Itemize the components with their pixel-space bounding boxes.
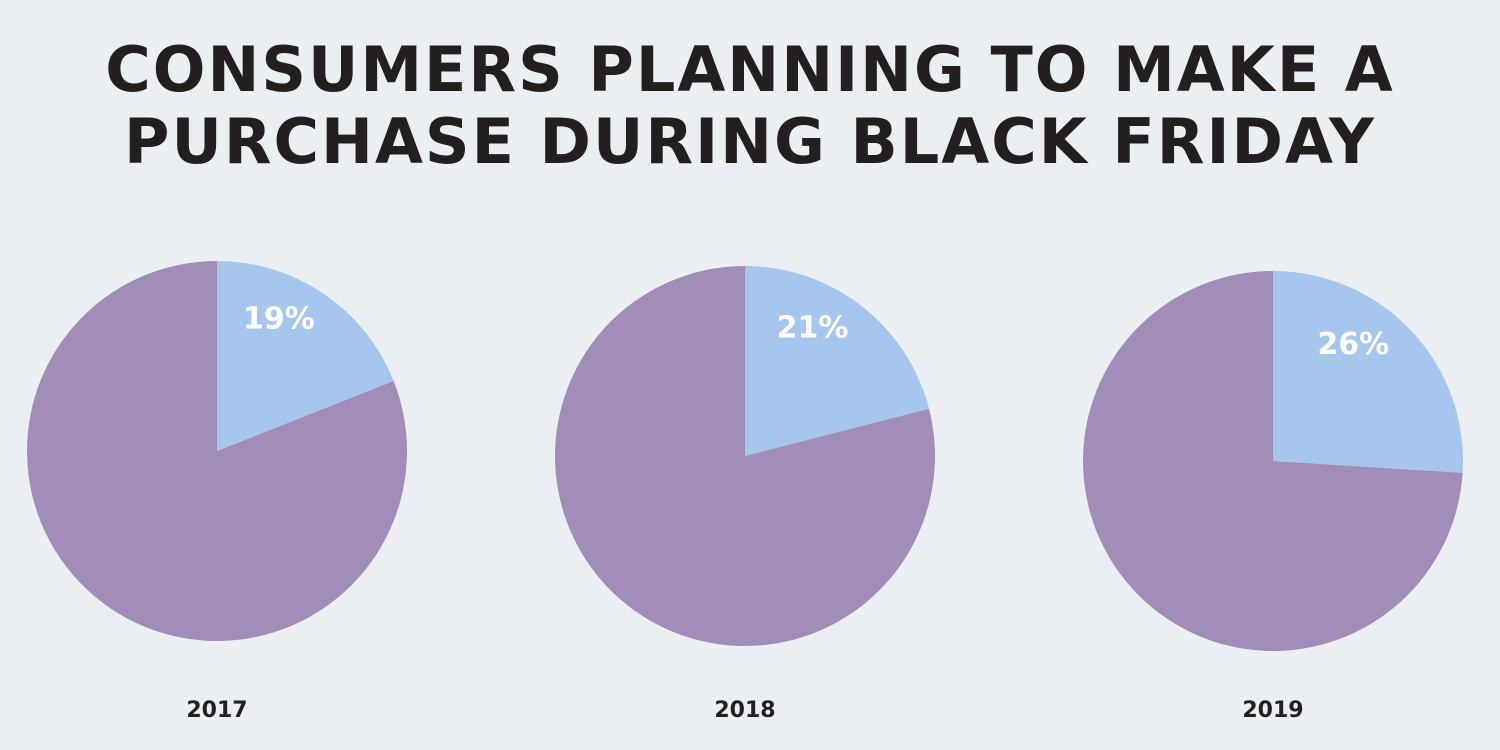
pie-chart-2019: 26% 2019 xyxy=(1083,271,1464,723)
year-label-2017: 2017 xyxy=(186,698,247,723)
slice-percent-label-2017: 19% xyxy=(243,301,315,336)
chart-title-line-1: CONSUMERS PLANNING TO MAKE A xyxy=(105,33,1395,106)
slice-percent-label-2019: 26% xyxy=(1317,327,1389,362)
slice-percent-label-2018: 21% xyxy=(777,310,849,345)
pie-slice-2019-1 xyxy=(1083,271,1463,651)
pie-slice-2019-0 xyxy=(1273,271,1464,473)
pie-chart-2018: 21% 2018 xyxy=(554,266,935,723)
pie-slice-2018-1 xyxy=(554,266,935,646)
chart-title: CONSUMERS PLANNING TO MAKE A PURCHASE DU… xyxy=(0,34,1500,178)
chart-title-line-2: PURCHASE DURING BLACK FRIDAY xyxy=(124,105,1376,178)
year-label-2019: 2019 xyxy=(1242,698,1303,723)
pie-slice-2017-0 xyxy=(217,261,394,451)
year-label-2018: 2018 xyxy=(714,698,775,723)
pie-chart-2017: 19% 2017 xyxy=(27,261,408,723)
pie-slice-2018-0 xyxy=(745,266,930,456)
pie-slice-2017-1 xyxy=(27,261,408,642)
